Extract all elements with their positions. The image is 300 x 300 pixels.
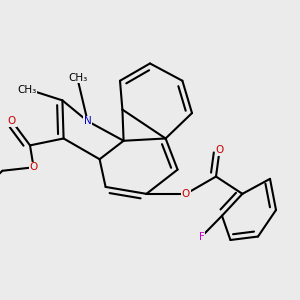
Text: O: O [215, 145, 224, 155]
Text: CH₃: CH₃ [17, 85, 37, 95]
Text: N: N [84, 116, 92, 126]
Text: O: O [8, 116, 16, 126]
Text: CH₃: CH₃ [68, 73, 88, 83]
Text: F: F [199, 232, 205, 242]
Text: O: O [29, 162, 38, 172]
Text: O: O [182, 189, 190, 199]
